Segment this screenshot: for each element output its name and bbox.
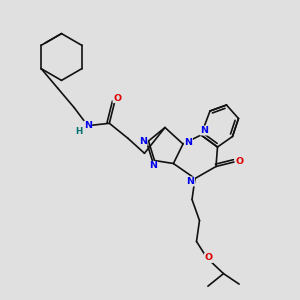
Text: O: O (113, 94, 121, 103)
Text: N: N (184, 138, 192, 147)
Text: N: N (187, 177, 194, 186)
Text: N: N (84, 121, 92, 130)
Text: N: N (200, 126, 208, 135)
Text: N: N (149, 161, 157, 170)
Text: N: N (139, 136, 147, 146)
Text: O: O (204, 254, 213, 262)
Text: O: O (235, 158, 244, 166)
Text: H: H (76, 127, 83, 136)
